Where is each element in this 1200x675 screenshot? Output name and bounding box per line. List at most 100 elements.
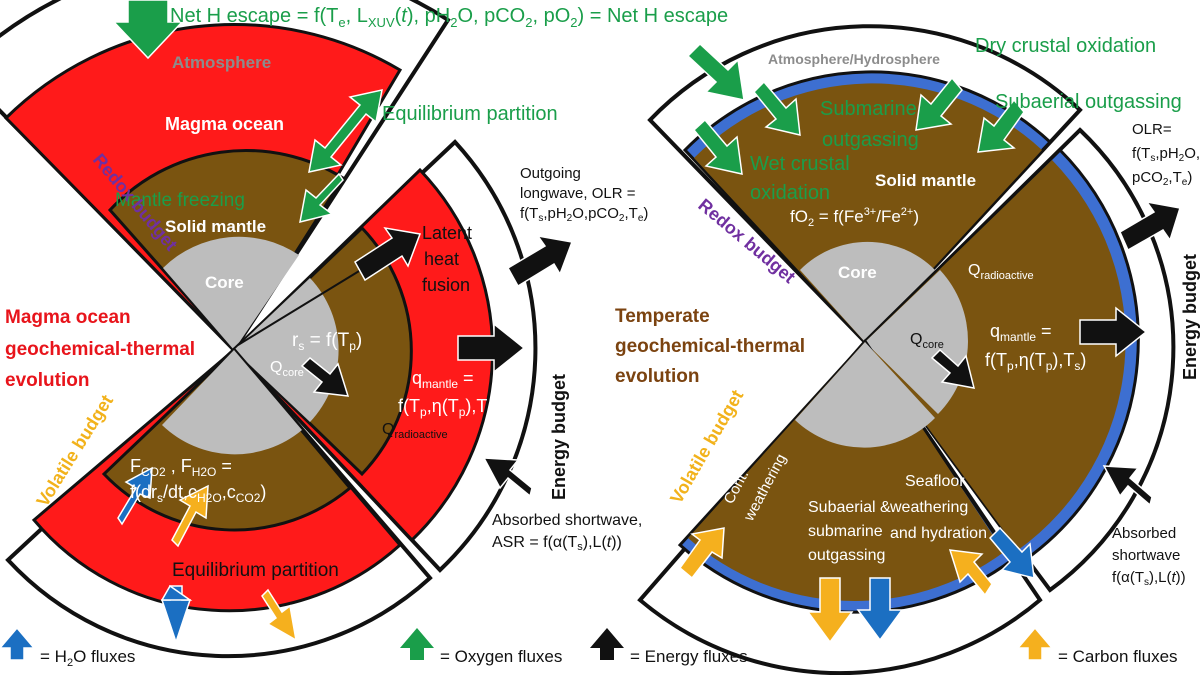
- seafloor-3: and hydration: [890, 525, 987, 542]
- energy-arrow-qmantle-left: [457, 322, 526, 374]
- magma-title-1: Magma ocean: [5, 307, 131, 328]
- h2o-arrow-seafloor-1: [856, 577, 904, 642]
- energy-arrow-qcore-right: [930, 348, 976, 389]
- legend-oxygen-label: = Oxygen fluxes: [440, 647, 562, 666]
- energy-budget-right-label: Energy budget: [1180, 254, 1200, 380]
- asr-left-2: ASR = f(α(Ts),L(t)): [492, 534, 622, 553]
- right-bottom-mantle-wedge: [688, 342, 1004, 602]
- wet-crustal-1: Wet crustal: [750, 153, 850, 175]
- energy-arrow-qmantle-right: [1079, 306, 1148, 358]
- olr-left-1: Outgoing: [520, 165, 581, 182]
- oxygen-arrow-2: [752, 80, 801, 136]
- seafloor-2: weathering: [889, 499, 968, 516]
- subaerial-submarine-3: outgassing: [808, 547, 885, 564]
- energy-budget-left-label: Energy budget: [549, 374, 569, 500]
- oxygen-arrow-3: [692, 118, 743, 175]
- submarine-outgassing-1: Submarine: [820, 98, 917, 120]
- right-right-mantle-wedge: [865, 160, 1126, 550]
- h2o-arrow-up-flux: [117, 466, 153, 526]
- solid-mantle-right-label: Solid mantle: [875, 171, 976, 190]
- oxygen-arrow-mantle-freezing: [299, 172, 344, 224]
- carbon-arrow-seafloor: [948, 549, 993, 597]
- atmosphere-hydrosphere-label: Atmosphere/Hydrosphere: [768, 51, 940, 67]
- legend-energy-label: = Energy fluxes: [630, 647, 748, 666]
- temperate-title-2: geochemical-thermal: [615, 336, 805, 357]
- left-planet: [0, 0, 538, 659]
- latent-label-3: fusion: [422, 275, 470, 295]
- legend-h2o-label: = H2O fluxes: [40, 647, 135, 669]
- core-left-label: Core: [205, 273, 244, 292]
- right-top-core-wedge: [800, 241, 935, 342]
- atmosphere-label: Atmosphere: [172, 53, 271, 72]
- legend-oxygen-arrow: [400, 628, 434, 660]
- oxygen-arrow-net-h: [112, 0, 184, 60]
- solid-mantle-left-label: Solid mantle: [165, 217, 266, 236]
- fo2-equation: fO2 = f(Fe3+/Fe2+): [790, 206, 919, 229]
- temperate-title-3: evolution: [615, 366, 699, 387]
- carbon-arrow-up-flux: [171, 484, 209, 548]
- olr-left-3: f(Ts,pH2O,pCO2,Te): [520, 205, 648, 224]
- magma-title-3: evolution: [5, 370, 89, 391]
- subaerial-submarine-2: submarine: [808, 523, 883, 540]
- equilibrium-partition-top-label: Equilibrium partition: [382, 103, 558, 125]
- energy-arrow-asr-right: [1102, 465, 1153, 507]
- legend-carbon-arrow: [1016, 626, 1054, 661]
- energy-arrow-latent: [354, 226, 422, 282]
- mantle-freezing-label: Mantle freezing: [115, 190, 245, 211]
- oxygen-arrow-5: [977, 98, 1025, 153]
- legend-energy-arrow: [590, 628, 624, 660]
- q-mantle-left-2: f(Tp,η(Tp),Ts): [398, 396, 499, 419]
- left-right-core-wedge: [234, 278, 339, 422]
- energy-arrow-asr-left: [482, 457, 533, 498]
- left-top-core-wedge: [163, 236, 299, 350]
- seafloor-1: Seafloor: [905, 473, 965, 490]
- left-bottom-core-wedge: [162, 350, 302, 455]
- right-top-mantle-wedge: [694, 83, 1042, 342]
- olr-right-3: pCO2,Te): [1132, 169, 1192, 188]
- oxygen-arrow-equilibrium: [308, 89, 383, 173]
- oxygen-arrows: [112, 0, 1025, 224]
- asr-right-3: f(α(Ts),L(t)): [1112, 569, 1186, 588]
- olr-left-2: longwave, OLR =: [520, 185, 636, 202]
- core-right-label: Core: [838, 263, 877, 282]
- energy-arrow-qcore-left: [300, 356, 350, 397]
- energy-arrows: [300, 200, 1181, 507]
- net-h-escape-label: Net H escape = f(Te, LXUV(t), pH2O, pCO2…: [170, 5, 728, 30]
- energy-arrow-olr-right: [1119, 200, 1181, 252]
- legend-carbon-label: = Carbon fluxes: [1058, 647, 1178, 666]
- carbon-arrow-outgassing: [806, 577, 854, 644]
- right-right-core-wedge: [865, 270, 968, 414]
- h2o-arrow-seafloor-2: [988, 526, 1035, 579]
- right-bottom-core-wedge: [795, 342, 935, 448]
- dry-crustal-oxidation-label: Dry crustal oxidation: [975, 35, 1156, 57]
- wet-crustal-2: oxidation: [750, 182, 830, 204]
- equilibrium-partition-bottom-label: Equilibrium partition: [172, 560, 339, 581]
- subaerial-submarine-1: Subaerial &: [808, 499, 891, 516]
- temperate-title-1: Temperate: [615, 306, 710, 327]
- olr-right-1: OLR=: [1132, 121, 1172, 138]
- h2o-arrows: [0, 466, 1035, 661]
- submarine-outgassing-2: outgassing: [822, 129, 919, 151]
- subaerial-outgassing-label: Subaerial outgassing: [995, 91, 1182, 113]
- legend-h2o-arrow: [0, 626, 36, 661]
- magma-ocean-label: Magma ocean: [165, 114, 284, 134]
- flux-eq-2: f(drs/dt,cH2O,cCO2): [130, 482, 266, 505]
- oxygen-arrow-1: [686, 42, 745, 101]
- magma-title-2: geochemical-thermal: [5, 339, 195, 360]
- asr-right-1: Absorbed: [1112, 525, 1176, 542]
- asr-left-1: Absorbed shortwave,: [492, 512, 642, 529]
- energy-arrow-olr-left: [506, 234, 574, 288]
- latent-label-2: heat: [424, 249, 459, 269]
- right-planet: [637, 24, 1176, 675]
- latent-label-1: Latent: [422, 223, 472, 243]
- h2o-arrow-partition-up: [160, 584, 193, 601]
- q-mantle-right-2: f(Tp,η(Tp),Ts): [985, 350, 1086, 373]
- olr-right-2: f(Ts,pH2O,: [1132, 145, 1200, 164]
- asr-right-2: shortwave: [1112, 547, 1180, 564]
- carbon-arrow-cont-weathering: [678, 527, 725, 580]
- oxygen-arrow-4: [915, 76, 963, 131]
- carbon-arrow-partition: [261, 588, 298, 642]
- carbon-arrows: [171, 484, 1054, 661]
- rs-equation: rs = f(Tp): [292, 330, 362, 353]
